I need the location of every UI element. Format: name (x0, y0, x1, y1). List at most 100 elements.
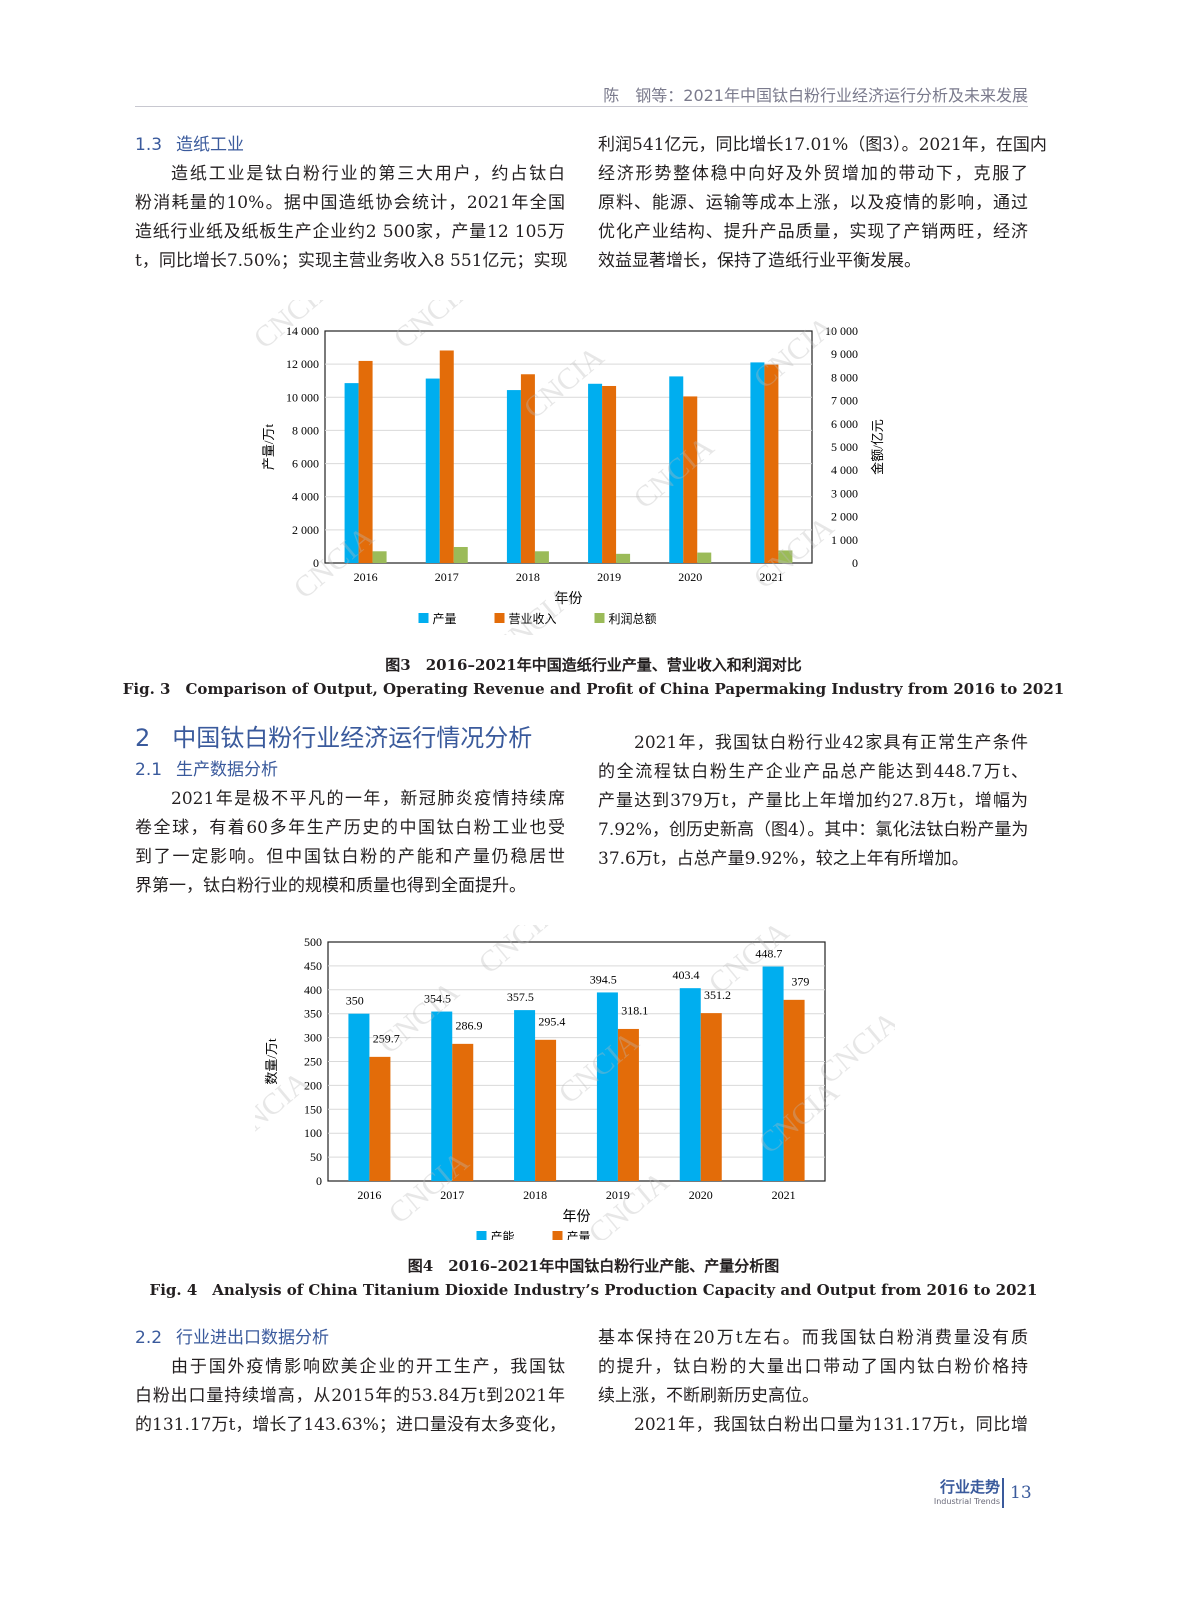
section-number: 2.2 (135, 1328, 163, 1348)
y-tick-label: 14 000 (286, 324, 319, 338)
data-label: 357.5 (507, 990, 534, 1004)
section-title: 行业进出口数据分析 (176, 1328, 330, 1348)
text-line: 产量达到379万t，产量比上年增加约27.8万t，增幅为 (598, 791, 1028, 811)
y-axis-label: 数量/万t (264, 1038, 279, 1085)
fig4-caption-cn: 图4 2016–2021年中国钛白粉行业产能、产量分析图 (407, 1257, 780, 1275)
text-line: t，同比增长7.50%；实现主营业务收入8 551亿元；实现 (135, 251, 568, 271)
text-line: 2021年，我国钛白粉出口量为131.17万t，同比增 (634, 1415, 1028, 1435)
legend-swatch (552, 1231, 563, 1240)
y-tick-label: 350 (304, 1007, 322, 1021)
bar-产量 (425, 378, 440, 563)
fig3-caption-en: Fig. 3 Comparison of Output, Operating R… (122, 680, 1065, 698)
x-axis-label: 年份 (555, 591, 583, 607)
fig4-chart: 0 50 100 150 200 250 300 350 400 450 500 2016 350 259… (255, 925, 895, 1240)
bar-营业收入 (439, 350, 454, 563)
y-tick-label: 0 (313, 556, 319, 570)
section-heading-2-2: 2.2 行业进出口数据分析 (135, 1324, 565, 1353)
text-line: 的131.17万t，增长了143.63%；进口量没有太多变化， (135, 1415, 566, 1435)
legend-swatch (494, 613, 505, 623)
section-number: 1.3 (135, 135, 163, 155)
y2-tick-label: 5 000 (831, 440, 858, 454)
section-number: 2.1 (135, 760, 163, 780)
section-heading-2-1: 2.1 生产数据分析 (135, 756, 565, 785)
bar-产能 (514, 1010, 536, 1181)
bar-产量 (700, 1013, 722, 1181)
text-line: 造纸工业是钛白粉行业的第三大用户，约占钛白 (171, 164, 565, 184)
plot-area (324, 330, 813, 564)
y-tick-label: 300 (304, 1031, 322, 1045)
bar-营业收入 (683, 396, 698, 563)
y2-tick-label: 3 000 (831, 486, 858, 500)
bar-产能 (762, 966, 784, 1181)
bar-利润总额 (372, 551, 387, 563)
footer-divider (1002, 1478, 1004, 1508)
footer-column-en: Industrial Trends (933, 1497, 1000, 1506)
section-title: 生产数据分析 (176, 760, 279, 780)
y2-tick-label: 9 000 (831, 347, 858, 361)
data-label: 259.7 (373, 1032, 400, 1046)
bar-产量 (344, 383, 359, 563)
y-tick-label: 4 000 (292, 490, 319, 504)
right-column-3: 基本保持在20万t左右。而我国钛白粉消费量没有质 的提升，钛白粉的大量出口带动了国… (598, 1324, 1028, 1440)
bar-产量 (783, 999, 805, 1181)
data-label: 295.4 (538, 1014, 565, 1028)
legend-label: 利润总额 (609, 612, 657, 626)
paragraph-left2: 2021年是极不平凡的一年，新冠肺炎疫情持续席 卷全球，有着60多年生产历史的中国… (135, 785, 565, 901)
paragraph-left3: 由于国外疫情影响欧美企业的开工生产，我国钛 白粉出口量持续增高，从2015年的53… (135, 1353, 566, 1440)
bar-产量 (588, 383, 603, 563)
y-tick-label: 2 000 (292, 523, 319, 537)
x-tick-label: 2017 (440, 1188, 464, 1202)
text-line: 37.6万t，占总产量9.92%，较之上年有所增加。 (598, 849, 969, 869)
x-tick-label: 2016 (354, 570, 378, 584)
text-line: 优化产业结构、提升产品质量，实现了产销两旺，经济 (598, 222, 1028, 242)
bar-产量 (617, 1028, 639, 1181)
paragraph-left1: 造纸工业是钛白粉行业的第三大用户，约占钛白 粉消耗量的10%。据中国造纸协会统计，… (135, 160, 568, 276)
x-tick-label: 2018 (523, 1188, 547, 1202)
watermark: CNCIA (488, 580, 581, 635)
section-heading-1-3: 1.3 造纸工业 (135, 131, 565, 160)
legend-label: 产量 (433, 612, 457, 626)
section-number: 2 (135, 724, 151, 752)
bar-利润总额 (697, 552, 712, 563)
legend-swatch (476, 1231, 487, 1240)
left-column-2: 2 中国钛白粉行业经济运行情况分析 2.1 生产数据分析 2021年是极不平凡的一年… (135, 720, 565, 901)
legend-swatch (418, 613, 429, 623)
left-column-3: 2.2 行业进出口数据分析 由于国外疫情影响欧美企业的开工生产，我国钛 白粉出口量持… (135, 1324, 566, 1440)
fig3-caption-cn: 图3 2016–2021年中国造纸行业产量、营业收入和利润对比 (385, 656, 802, 674)
text-line: 基本保持在20万t左右。而我国钛白粉消费量没有质 (598, 1328, 1028, 1348)
paragraph-right2: 2021年，我国钛白粉行业42家具有正常生产条件 的全流程钛白粉生产企业产品总产能… (598, 729, 1028, 874)
x-tick-label: 2020 (689, 1188, 713, 1202)
legend-label: 营业收入 (509, 612, 557, 626)
text-line: 7.92%，创历史新高（图4）。其中：氯化法钛白粉产量为 (598, 820, 1029, 840)
y-tick-label: 150 (304, 1102, 322, 1116)
section-heading-2: 2 中国钛白粉行业经济运行情况分析 (135, 720, 565, 756)
data-label: 448.7 (755, 947, 782, 961)
bar-利润总额 (453, 546, 468, 563)
y-tick-label: 8 000 (292, 423, 319, 437)
bar-营业收入 (520, 374, 535, 563)
data-label: 394.5 (590, 972, 617, 986)
bar-营业收入 (764, 364, 779, 563)
x-tick-label: 2018 (516, 570, 540, 584)
y2-tick-label: 1 000 (831, 533, 858, 547)
y2-tick-label: 0 (852, 556, 858, 570)
y2-tick-label: 2 000 (831, 510, 858, 524)
x-tick-label: 2020 (678, 570, 702, 584)
x-tick-label: 2021 (759, 570, 783, 584)
text-line: 2021年是极不平凡的一年，新冠肺炎疫情持续席 (171, 789, 565, 809)
x-tick-label: 2017 (435, 570, 459, 584)
text-line: 的全流程钛白粉生产企业产品总产能达到448.7万t、 (598, 762, 1028, 782)
text-line: 经济形势整体稳中向好及外贸增加的带动下，克服了 (598, 164, 1028, 184)
text-line: 效益显著增长，保持了造纸行业平衡发展。 (598, 251, 921, 271)
y-tick-label: 6 000 (292, 457, 319, 471)
data-label: 318.1 (621, 1004, 648, 1018)
y-axis-label: 产量/万t (261, 424, 276, 471)
y-tick-label: 400 (304, 983, 322, 997)
legend-label: 产能 (491, 1230, 515, 1240)
data-label: 354.5 (424, 992, 451, 1006)
y-tick-label: 12 000 (286, 357, 319, 371)
y2-tick-label: 7 000 (831, 394, 858, 408)
bar-产能 (431, 1011, 453, 1181)
bar-产能 (348, 1013, 370, 1181)
text-line: 续上涨，不断刷新历史高位。 (598, 1386, 819, 1406)
